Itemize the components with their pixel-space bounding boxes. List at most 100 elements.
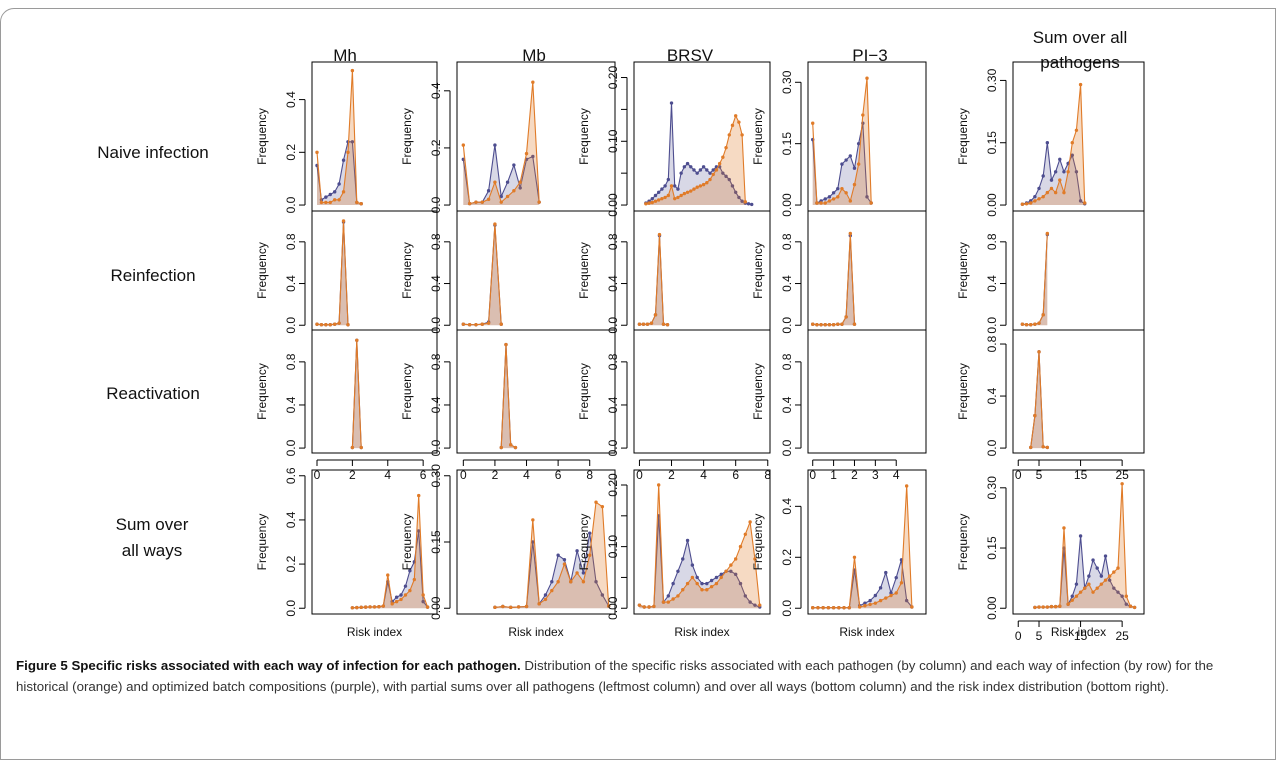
panel-naive-infection-mb-historical-point <box>467 201 472 206</box>
panel-sum-over-all-ways-sum-over-all-pathogens-optimized-point <box>1074 582 1079 586</box>
panel-sum-over-all-ways-mh-optimized-point <box>394 595 399 599</box>
panel-sum-over-all-ways-sum-over-all-pathogens-historical-point <box>1066 602 1070 606</box>
panel-reinfection-pi-3-y-tick-label: 0.4 <box>780 275 794 292</box>
panel-naive-infection-brsv-historical-point <box>673 196 677 201</box>
panel-sum-over-all-ways-mb-optimized-point <box>556 553 560 557</box>
panel-naive-infection-brsv-optimized-point <box>650 196 654 201</box>
panel-sum-over-all-ways-brsv-historical-point <box>652 604 656 609</box>
panel-sum-over-all-ways-sum-over-all-pathogens-optimized-point <box>1099 574 1104 578</box>
panel-reinfection-mh-historical-point <box>324 323 328 327</box>
panel-naive-infection-brsv-historical-point <box>701 182 706 187</box>
panel-reinfection-pi-3-y-tick-label: 0.0 <box>780 317 794 334</box>
panel-reactivation-pi-3-x-tick-label: 1 <box>830 468 837 482</box>
panel-sum-over-all-ways-pi-3-y-tick-label: 0.2 <box>780 549 794 566</box>
panel-naive-infection-brsv-historical-point <box>695 185 699 189</box>
panel-sum-over-all-ways-mb-box <box>456 469 616 615</box>
panel-naive-infection-mb-optimized-point <box>486 189 491 193</box>
panel-reactivation-sum-over-all-pathogens-historical-area <box>1030 351 1048 449</box>
panel-reactivation-mb-box <box>456 329 616 454</box>
panel-reactivation-mb-x-tick-label: 4 <box>523 468 530 482</box>
column-header-pi-3: PI−3 <box>852 46 887 65</box>
column-header-mb: Mb <box>522 46 546 65</box>
panel-sum-over-all-ways-pi-3-historical-area <box>812 486 912 609</box>
panel-reinfection-pi-3-historical-point <box>811 322 815 326</box>
panel-naive-infection-brsv-historical-point <box>653 199 658 203</box>
panel-sum-over-all-ways-brsv-historical-point <box>758 603 762 607</box>
panel-reactivation-pi-3-y-tick-label: 0.0 <box>780 439 794 456</box>
panel-sum-over-all-ways-pi-3-y-tick-label: 0.4 <box>780 498 794 515</box>
panel-reactivation-brsv-y-tick-label: 0.4 <box>606 396 620 413</box>
panel-reactivation-pi-3-x-tick-label: 4 <box>893 468 900 482</box>
panel-sum-over-all-ways-sum-over-all-pathogens-historical-point <box>1058 604 1062 608</box>
panel-reactivation-brsv-x-tick-label: 2 <box>668 468 675 482</box>
panel-reactivation-mh-historical-point <box>359 445 363 450</box>
panel-sum-over-all-ways-mh-historical-point <box>377 604 381 609</box>
panel-sum-over-all-ways-brsv-historical-point <box>748 520 752 524</box>
figure-caption: Figure 5 Specific risks associated with … <box>16 655 1266 697</box>
panel-reinfection-pi-3-historical-point <box>844 315 848 319</box>
panel-sum-over-all-ways-sum-over-all-pathogens-historical-point <box>1091 590 1095 594</box>
panel-reinfection-brsv-box <box>633 210 771 331</box>
panel-naive-infection-sum-over-all-pathogens-y-label: Frequency <box>956 108 970 165</box>
panel-naive-infection-brsv-historical-point <box>692 187 696 191</box>
panel-naive-infection-sum-over-all-pathogens-historical-point <box>1074 128 1079 132</box>
panel-naive-infection-brsv-optimized-point <box>737 195 741 200</box>
panel-reactivation-mb-y-tick-label: 0.8 <box>429 353 443 370</box>
panel-reinfection-mb-y-label: Frequency <box>400 242 414 299</box>
panel-sum-over-all-ways-sum-over-all-pathogens-historical-point <box>1045 605 1050 609</box>
panel-reactivation-sum-over-all-pathogens-y-tick-label: 0.8 <box>985 335 999 352</box>
panel-reinfection-sum-over-all-pathogens-historical-point <box>1041 313 1045 317</box>
panel-naive-infection-mh-optimized-point <box>337 182 341 186</box>
panel-sum-over-all-ways-mh-y-tick-label: 0.0 <box>284 600 298 617</box>
panel-reactivation-mh-optimized-area <box>352 340 362 449</box>
panel-naive-infection-pi-3-optimized-point <box>836 186 840 191</box>
panel-naive-infection-pi-3-y-tick-label: 0.15 <box>780 132 794 156</box>
panel-naive-infection-mh-historical-point <box>319 200 324 205</box>
panel-naive-infection-sum-over-all-pathogens-historical-point <box>1041 195 1045 199</box>
panel-sum-over-all-ways-mb-x-label: Risk index <box>508 625 563 639</box>
panel-sum-over-all-ways-mb-optimized-point <box>600 593 605 597</box>
panel-sum-over-all-ways-sum-over-all-pathogens-x-label: Risk index <box>1051 625 1106 639</box>
panel-sum-over-all-ways-mh-historical-point <box>417 493 421 498</box>
panel-reactivation-mh-y-tick-label: 0.8 <box>284 353 298 370</box>
panel-naive-infection-mb-y-tick-label: 0.2 <box>429 139 443 156</box>
panel-sum-over-all-ways-mh-optimized-point <box>403 584 408 588</box>
panel-reactivation-mb-x-tick-label: 0 <box>460 468 467 482</box>
panel-naive-infection-brsv-historical-point <box>656 198 661 202</box>
panel-reinfection-sum-over-all-pathogens-historical-point <box>1045 231 1050 236</box>
panel-sum-over-all-ways-brsv-optimized-point <box>705 581 709 586</box>
panel-sum-over-all-ways-pi-3-historical-point <box>873 601 878 605</box>
panel-naive-infection-mh-historical-point <box>328 200 332 205</box>
panel-sum-over-all-ways-mh-box <box>311 469 438 615</box>
panel-naive-infection-brsv-historical-point <box>644 202 648 206</box>
panel-reinfection-mh-y-tick-label: 0.0 <box>284 317 298 334</box>
panel-naive-infection-pi-3-y-tick-label: 0.00 <box>780 193 794 217</box>
panel-sum-over-all-ways-sum-over-all-pathogens-y-label: Frequency <box>956 514 970 571</box>
panel-sum-over-all-ways-brsv-historical-point <box>661 600 666 604</box>
panel-sum-over-all-ways-mb-optimized-point <box>588 531 592 535</box>
panel-sum-over-all-ways-mb-historical-area <box>494 502 609 609</box>
panel-sum-over-all-ways-sum-over-all-pathogens-box <box>1012 469 1145 615</box>
panel-sum-over-all-ways-brsv-historical-point <box>690 575 695 580</box>
panel-naive-infection-sum-over-all-pathogens-optimized-point <box>1033 195 1037 199</box>
panel-sum-over-all-ways-mh-optimized-point <box>399 593 403 597</box>
panel-sum-over-all-ways-brsv-historical-point <box>647 605 651 609</box>
panel-sum-over-all-ways-pi-3-historical-point <box>904 484 909 488</box>
panel-sum-over-all-ways-mh-optimized-point <box>408 569 412 573</box>
panel-reinfection-mb-historical-area <box>463 224 502 326</box>
panel-naive-infection-sum-over-all-pathogens-y-tick-label: 0.15 <box>985 131 999 155</box>
panel-naive-infection-sum-over-all-pathogens-optimized-point <box>1041 174 1045 178</box>
panel-sum-over-all-ways-pi-3-historical-point <box>863 603 867 608</box>
panel-sum-over-all-ways-mb-historical-point <box>556 580 560 584</box>
panel-sum-over-all-ways-pi-3-historical-point <box>884 596 888 600</box>
panel-naive-infection-brsv-historical-point <box>705 181 709 185</box>
panel-sum-over-all-ways-mh-historical-point <box>359 605 363 610</box>
panel-reactivation-mb-y-tick-label: 0.0 <box>429 439 443 456</box>
panel-reinfection-mh-historical-point <box>346 323 350 327</box>
panel-reinfection-brsv-y-tick-label: 0.0 <box>606 317 620 334</box>
panel-naive-infection-sum-over-all-pathogens-historical-point <box>1029 201 1033 205</box>
panel-sum-over-all-ways-mb-optimized-area <box>494 533 609 609</box>
panel-reinfection-mb-optimized-area <box>463 225 502 326</box>
panel-reactivation-mb-historical-point <box>513 445 518 450</box>
panel-reinfection-mb-historical-point <box>461 322 466 326</box>
